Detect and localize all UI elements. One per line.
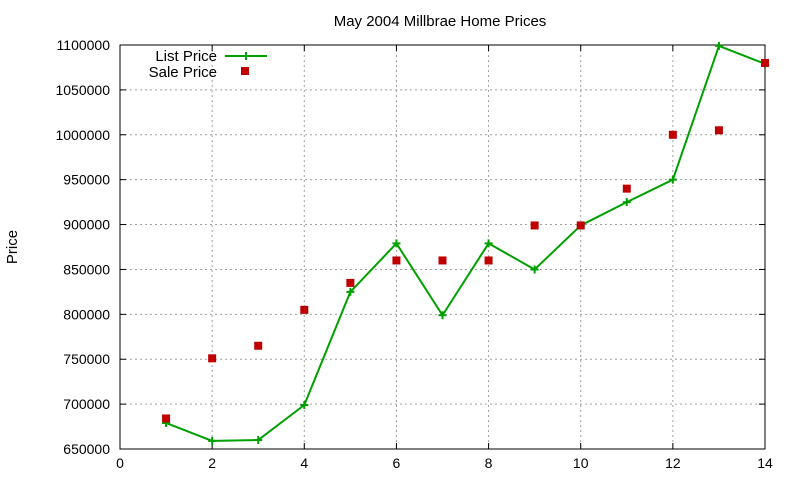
x-tick-label: 0: [116, 455, 124, 471]
x-tick-label: 8: [485, 455, 493, 471]
list-price-point: [622, 198, 631, 207]
sale-price-point: [162, 414, 171, 423]
y-tick-label: 850000: [63, 261, 110, 277]
y-tick-label: 1100000: [57, 37, 111, 53]
sale-price-point: [576, 221, 585, 230]
x-tick-label: 14: [757, 455, 773, 471]
x-tick-label: 6: [393, 455, 401, 471]
sale-price-point: [208, 354, 217, 363]
sale-price-point: [254, 341, 263, 350]
sale-price-point: [622, 184, 631, 193]
y-tick-label: 1000000: [55, 127, 110, 143]
y-tick-label: 950000: [63, 172, 110, 188]
sale-price-point: [484, 256, 493, 265]
x-tick-label: 4: [300, 455, 308, 471]
list-price-point: [254, 436, 263, 445]
list-price-point: [438, 311, 447, 320]
legend-label-list-price: List Price: [155, 48, 217, 65]
list-price-point: [346, 287, 355, 296]
legend-marker-sale-price: [241, 67, 249, 75]
x-tick-label: 12: [665, 455, 681, 471]
y-axis-label: Price: [4, 230, 21, 264]
sale-price-point: [300, 305, 309, 314]
list-price-point: [530, 265, 539, 274]
axis-ticks: [119, 44, 766, 450]
plot-frame: [119, 44, 766, 450]
tick-labels: 0 2 4 6 8 10 12 14 650000 700000 750000 800000 85000…: [55, 37, 773, 471]
sale-price-point: [668, 130, 677, 139]
legend-marker-list-price: [242, 52, 250, 60]
list-price-point: [300, 401, 309, 410]
legend-label-sale-price: Sale Price: [149, 64, 217, 81]
list-price-point: [208, 436, 217, 445]
y-tick-label: 800000: [63, 306, 110, 322]
y-tick-label: 1050000: [55, 82, 110, 98]
legend-marker-cross: [242, 52, 250, 60]
data-series: [162, 41, 769, 445]
list-price-line: [165, 44, 766, 442]
y-tick-label: 700000: [63, 396, 110, 412]
x-tick-label: 10: [573, 455, 589, 471]
legend: List Price Sale Price: [149, 48, 267, 81]
sale-price-point: [714, 126, 723, 135]
sale-price-point: [438, 256, 447, 265]
list-price-point: [484, 239, 493, 248]
list-price-point: [714, 41, 723, 50]
y-tick-label: 650000: [63, 441, 110, 457]
x-tick-label: 2: [208, 455, 216, 471]
sale-price-point: [346, 278, 355, 287]
sale-price-point: [530, 221, 539, 230]
y-tick-label: 900000: [63, 217, 110, 233]
list-price-point: [392, 239, 401, 248]
grid-lines: [120, 45, 765, 449]
chart-title: May 2004 Millbrae Home Prices: [334, 13, 547, 30]
list-price-point: [668, 175, 677, 184]
y-tick-label: 750000: [63, 351, 110, 367]
sale-price-point: [761, 58, 769, 67]
sale-price-point: [392, 256, 401, 265]
